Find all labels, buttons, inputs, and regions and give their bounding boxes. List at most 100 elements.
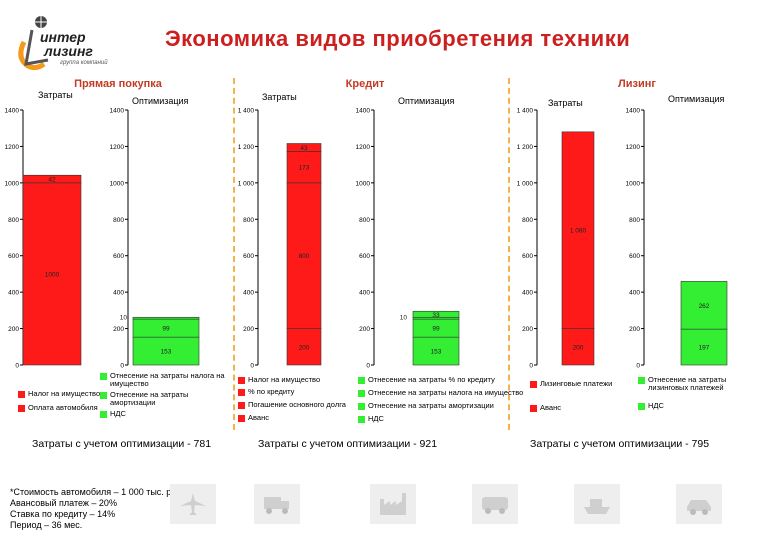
section-title-leasing: Лизинг <box>618 78 656 90</box>
legend-label: Отнесение на затраты амортизации <box>110 390 189 407</box>
y-tick-label: 1400 <box>356 108 371 115</box>
y-tick-label: 1400 <box>110 108 125 115</box>
chart-title: Затраты <box>548 98 583 108</box>
bar-segment <box>412 310 460 318</box>
y-tick-label: 1000 <box>110 180 125 187</box>
y-tick-label: 200 <box>629 326 640 333</box>
legend-leasing-costs: Лизинговые платежи Аванс <box>530 380 630 414</box>
legend-swatch <box>358 415 365 423</box>
y-tick-label: 400 <box>522 290 533 297</box>
company-logo: интер лизинг группа компаний <box>14 14 124 76</box>
y-tick-label: 600 <box>359 253 370 260</box>
bar-segment <box>132 316 200 320</box>
bar-segment <box>286 151 322 184</box>
legend-item: Отнесение на затраты налога на имущество <box>100 372 230 388</box>
data-label: 1000 <box>45 271 60 278</box>
legend-swatch <box>238 401 245 409</box>
y-tick-label: 800 <box>522 217 533 224</box>
data-label: 42 <box>48 177 56 184</box>
y-tick-label: 1000 <box>626 180 641 187</box>
legend-label: Отнесение на затраты налога на имущество <box>368 388 524 397</box>
legend-purchase-costs: Налог на имущество Оплата автомобиля <box>18 390 118 420</box>
bar-segment <box>22 182 82 366</box>
y-tick-label: 1400 <box>5 108 20 115</box>
data-label: 10 <box>400 314 408 321</box>
y-tick-label: 400 <box>243 290 254 297</box>
legend-item: Аванс <box>530 404 561 412</box>
y-tick-label: 0 <box>250 363 254 370</box>
logo-line2: лизинг <box>44 43 93 59</box>
legend-swatch <box>530 404 537 412</box>
y-tick-label: 1200 <box>5 144 20 151</box>
y-tick-label: 800 <box>8 217 19 224</box>
legend-label: Отнесение на затраты % по кредиту <box>368 375 495 384</box>
legend-label: НДС <box>110 409 126 418</box>
bar-segment <box>22 174 82 184</box>
y-tick-label: 400 <box>8 290 19 297</box>
legend-item: Налог на имущество <box>238 376 320 384</box>
y-tick-label: 1 200 <box>238 144 255 151</box>
footnote-line: Авансовый платеж – 20% <box>10 498 117 508</box>
y-tick-label: 600 <box>8 253 19 260</box>
legend-swatch <box>638 376 645 384</box>
y-tick-label: 1 000 <box>517 180 534 187</box>
airplane-icon <box>170 484 216 524</box>
legend-item: НДС <box>638 402 664 410</box>
legend-item: Отнесение на затраты амортизации <box>358 402 494 410</box>
bar-segment <box>286 143 322 152</box>
legend-item: НДС <box>358 415 384 423</box>
legend-swatch <box>18 404 25 412</box>
car-icon <box>676 484 722 524</box>
bar-segment <box>680 281 728 330</box>
legend-item: Оплата автомобиля <box>18 404 98 412</box>
legend-swatch <box>530 380 537 388</box>
ship-icon <box>574 484 620 524</box>
section-title-purchase: Прямая покупка <box>74 78 162 90</box>
data-label: 800 <box>299 253 310 260</box>
y-tick-label: 0 <box>529 363 533 370</box>
y-tick-label: 1000 <box>5 180 20 187</box>
bar-segment <box>286 328 322 366</box>
data-label: 1 080 <box>570 228 587 235</box>
legend-swatch <box>238 414 245 422</box>
y-tick-label: 400 <box>629 290 640 297</box>
y-tick-label: 1200 <box>626 144 641 151</box>
chart-title: Оптимизация <box>398 96 455 106</box>
y-tick-label: 800 <box>243 217 254 224</box>
legend-item: Налог на имущество <box>18 390 100 398</box>
data-label: 173 <box>299 165 310 172</box>
y-tick-label: 800 <box>113 217 124 224</box>
y-tick-label: 800 <box>359 217 370 224</box>
legend-label: Отнесение на затраты амортизации <box>368 401 494 410</box>
result-purchase: Затраты с учетом оптимизации - 781 <box>32 438 212 450</box>
logo-mark <box>18 16 49 71</box>
legend-leasing-optimization: Отнесение на затраты лизинговых платежей… <box>638 376 758 414</box>
y-tick-label: 200 <box>359 326 370 333</box>
section-divider-2 <box>508 78 510 430</box>
chart-title: Затраты <box>262 92 297 102</box>
result-leasing: Затраты с учетом оптимизации - 795 <box>530 438 710 450</box>
section-divider-1 <box>233 78 235 430</box>
y-tick-label: 200 <box>113 326 124 333</box>
bar-segment <box>561 131 595 329</box>
legend-swatch <box>358 376 365 384</box>
section-title-credit: Кредит <box>345 78 385 90</box>
y-tick-label: 1 200 <box>517 144 534 151</box>
y-tick-label: 600 <box>243 253 254 260</box>
data-label: 10 <box>120 314 128 321</box>
y-tick-label: 1 400 <box>238 108 255 115</box>
y-tick-label: 200 <box>8 326 19 333</box>
legend-label: Налог на имущество <box>248 375 321 384</box>
data-label: 153 <box>431 349 442 356</box>
truck-icon <box>254 484 300 524</box>
legend-swatch <box>18 390 25 398</box>
y-tick-label: 1 000 <box>238 180 255 187</box>
legend-label: Аванс <box>540 403 561 412</box>
chart-title: Оптимизация <box>668 94 725 104</box>
bar-segment <box>412 336 460 366</box>
y-tick-label: 200 <box>522 326 533 333</box>
data-label: 200 <box>299 344 310 351</box>
legend-label: Погашение основного долга <box>248 400 346 409</box>
legend-item: Отнесение на затраты лизинговых платежей <box>638 376 753 392</box>
legend-label: Лизинговые платежи <box>540 379 613 388</box>
